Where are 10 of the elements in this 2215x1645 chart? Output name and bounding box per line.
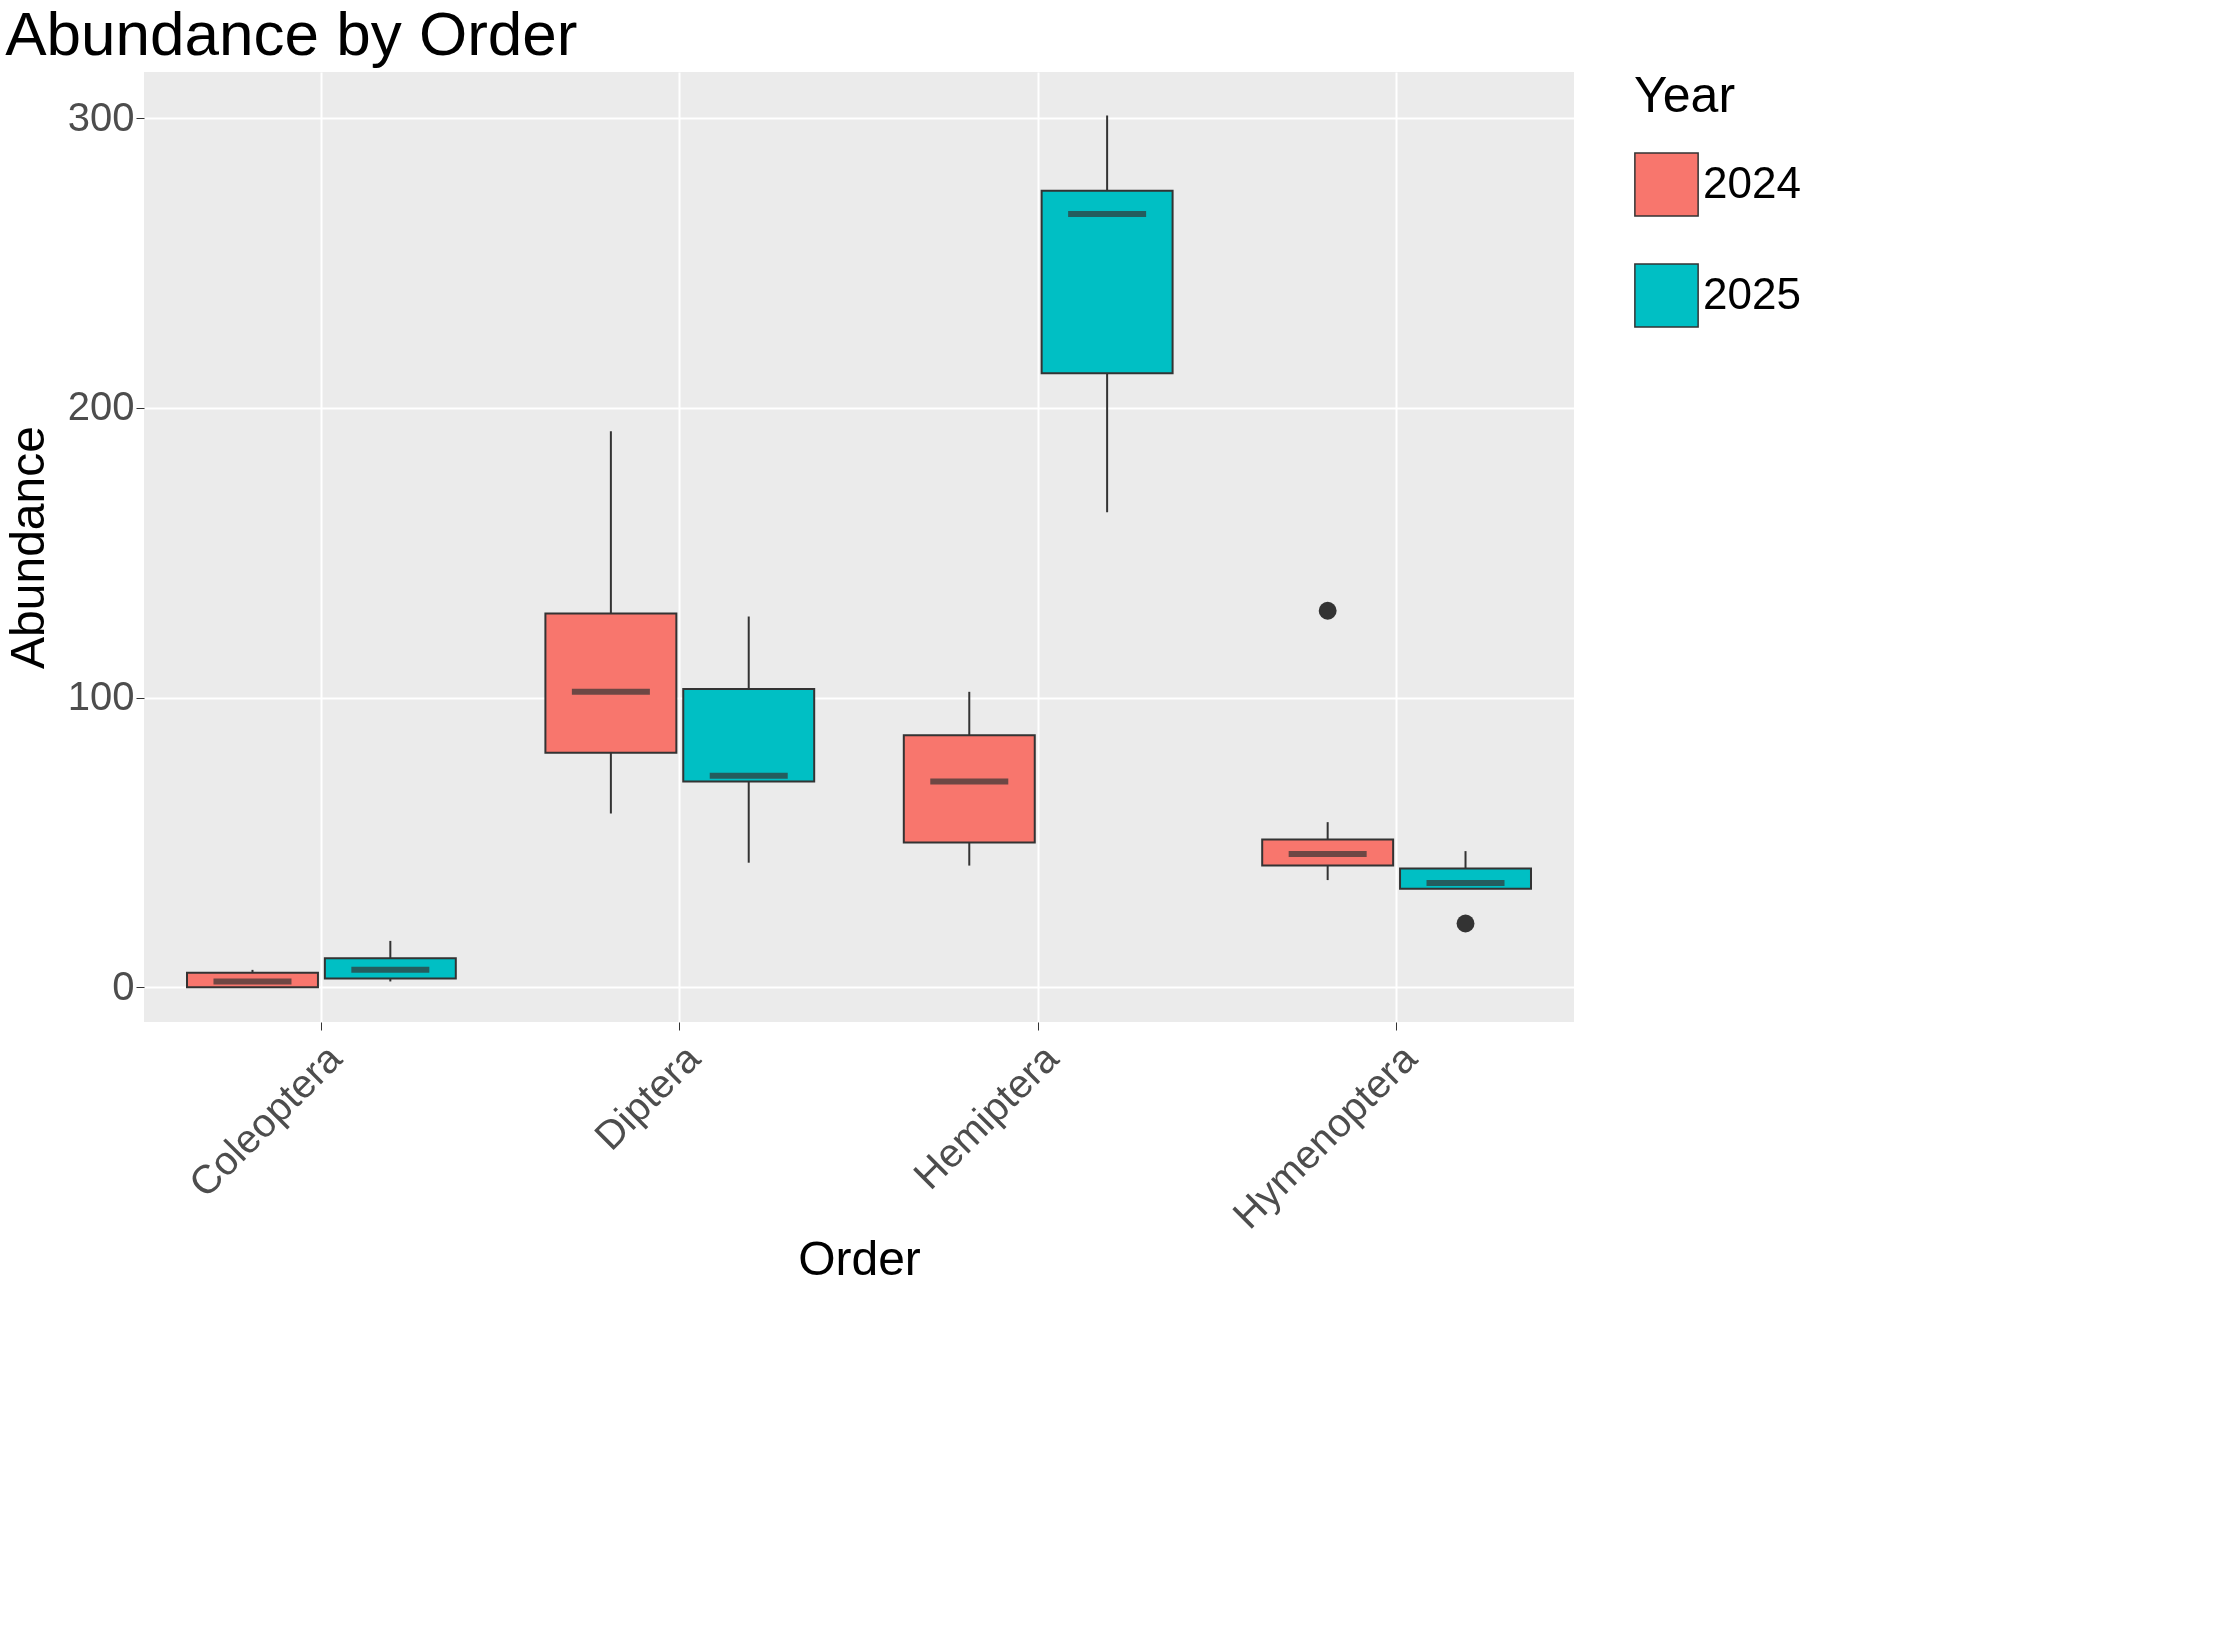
legend-title: Year bbox=[1634, 67, 1736, 123]
legend-label: 2025 bbox=[1703, 268, 1801, 318]
x-axis-title: Order bbox=[798, 1231, 921, 1285]
legend-label: 2024 bbox=[1703, 157, 1801, 207]
y-tick-label: 0 bbox=[112, 963, 135, 1008]
y-axis-title: Abundance bbox=[0, 426, 54, 669]
y-tick-label: 200 bbox=[67, 384, 135, 429]
y-tick-label: 300 bbox=[67, 94, 135, 139]
y-tick-label: 100 bbox=[67, 674, 135, 719]
chart-title: Abundance by Order bbox=[5, 0, 578, 68]
